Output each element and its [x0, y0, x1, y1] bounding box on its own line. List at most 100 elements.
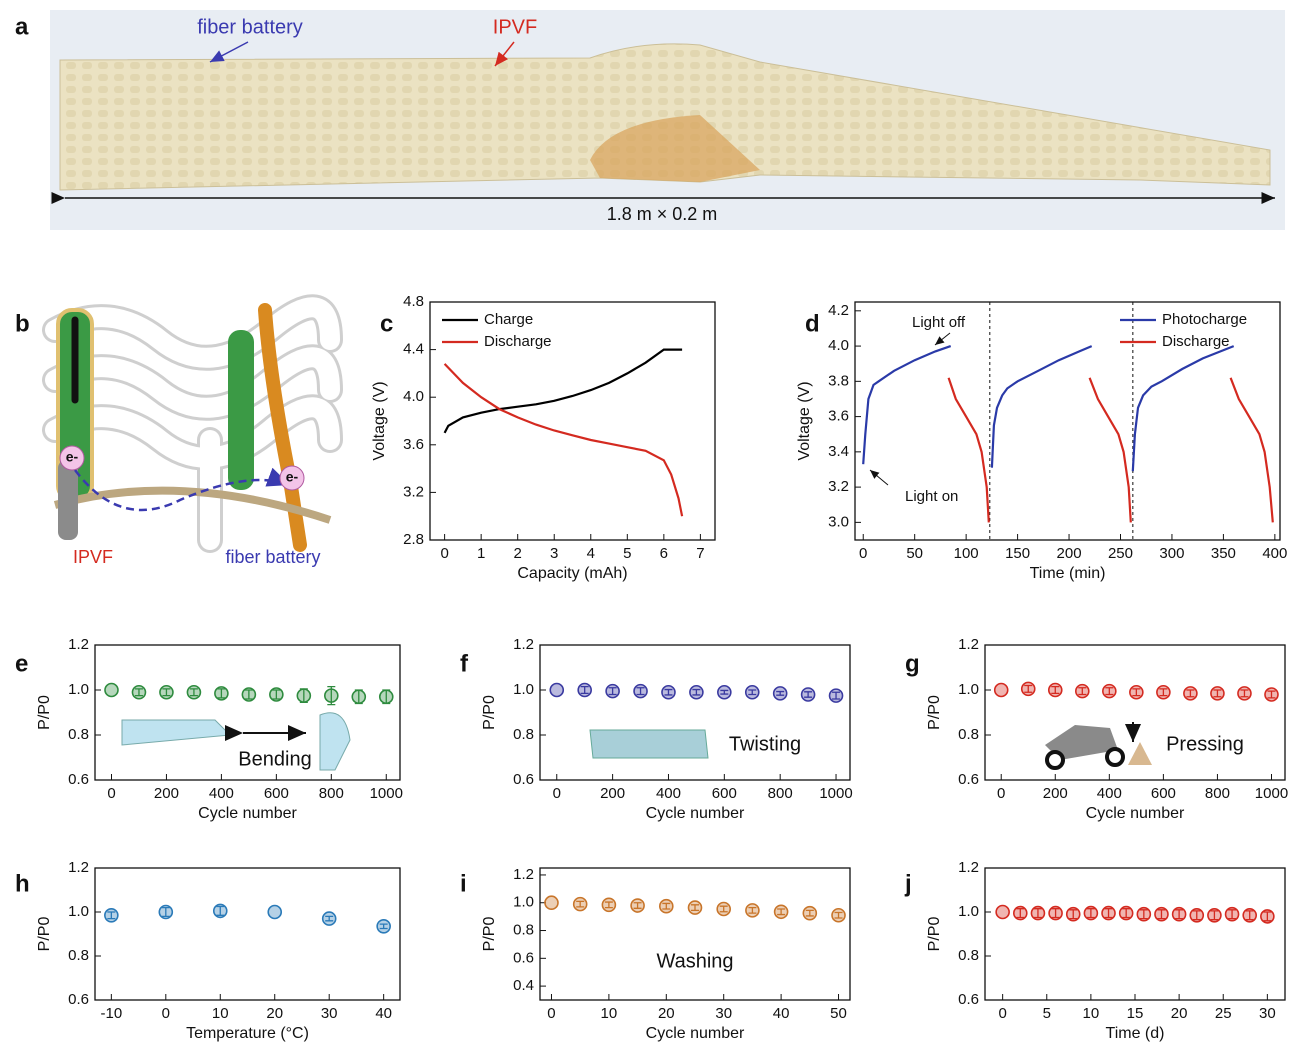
x-tick-label: 5 — [1043, 1005, 1051, 1022]
y-tick-label: 1.2 — [68, 636, 89, 653]
y-tick-label: 1.2 — [68, 859, 89, 876]
x-tick-label: 10 — [212, 1005, 229, 1022]
data-line — [949, 378, 1273, 523]
x-tick-label: 600 — [712, 785, 737, 802]
y-tick-label: 3.2 — [828, 478, 849, 495]
plot-frame — [95, 868, 400, 1000]
y-tick-label: 3.2 — [403, 483, 424, 500]
x-tick-label: 350 — [1211, 545, 1236, 562]
x-tick-label: 600 — [1151, 785, 1176, 802]
x-tick-label: 20 — [1171, 1005, 1188, 1022]
x-tick-label: 15 — [1127, 1005, 1144, 1022]
x-axis-label: Cycle number — [646, 1025, 745, 1042]
x-tick-label: 40 — [375, 1005, 392, 1022]
x-tick-label: 200 — [1057, 545, 1082, 562]
plot-frame — [540, 645, 850, 780]
photo-label: IPVF — [493, 16, 537, 38]
annotation: Washing — [656, 950, 733, 972]
annotation: Bending — [238, 748, 311, 770]
x-tick-label: 40 — [773, 1005, 790, 1022]
x-tick-label: 800 — [1205, 785, 1230, 802]
diagram-label: fiber battery — [225, 547, 320, 567]
panel-label: c — [380, 310, 393, 337]
y-tick-label: 4.8 — [403, 293, 424, 310]
panel-label: b — [15, 310, 30, 337]
x-tick-label: 200 — [154, 785, 179, 802]
x-tick-label: 4 — [587, 545, 595, 562]
annotation: Pressing — [1166, 733, 1244, 755]
x-tick-label: 100 — [954, 545, 979, 562]
y-tick-label: 4.0 — [828, 337, 849, 354]
x-tick-label: 0 — [547, 1005, 555, 1022]
y-tick-label: 0.6 — [513, 949, 534, 966]
x-tick-label: 800 — [319, 785, 344, 802]
y-tick-label: 1.0 — [68, 681, 89, 698]
x-tick-label: -10 — [100, 1005, 122, 1022]
legend-label: Charge — [484, 311, 533, 328]
legend-label: Discharge — [1162, 333, 1230, 350]
y-tick-label: 1.2 — [513, 866, 534, 883]
x-tick-label: 300 — [1159, 545, 1184, 562]
x-tick-label: 3 — [550, 545, 558, 562]
panel-label: g — [905, 650, 920, 677]
y-tick-label: 4.4 — [403, 341, 424, 358]
x-tick-label: 10 — [1083, 1005, 1100, 1022]
data-point — [268, 906, 281, 919]
x-tick-label: 30 — [321, 1005, 338, 1022]
annotation-arrow — [870, 470, 888, 485]
x-tick-label: 50 — [906, 545, 923, 562]
x-tick-label: 400 — [209, 785, 234, 802]
y-tick-label: 3.8 — [828, 372, 849, 389]
panel-label: a — [15, 13, 29, 40]
data-point — [545, 896, 558, 909]
x-tick-label: 25 — [1215, 1005, 1232, 1022]
x-tick-label: 0 — [998, 1005, 1006, 1022]
diagram-label: IPVF — [73, 547, 113, 567]
y-tick-label: 0.8 — [958, 947, 979, 964]
x-tick-label: 0 — [440, 545, 448, 562]
y-axis-label: P/P0 — [481, 695, 498, 730]
x-tick-label: 0 — [107, 785, 115, 802]
x-axis-label: Cycle number — [198, 805, 297, 822]
x-tick-label: 30 — [1259, 1005, 1276, 1022]
x-axis-label: Time (d) — [1106, 1025, 1165, 1042]
x-tick-label: 800 — [768, 785, 793, 802]
x-axis-label: Capacity (mAh) — [517, 565, 627, 582]
x-tick-label: 1000 — [370, 785, 403, 802]
plot-frame — [540, 868, 850, 1000]
y-axis-label: Voltage (V) — [371, 381, 388, 460]
x-tick-label: 50 — [830, 1005, 847, 1022]
x-tick-label: 30 — [715, 1005, 732, 1022]
x-tick-label: 10 — [601, 1005, 618, 1022]
x-tick-label: 0 — [553, 785, 561, 802]
x-tick-label: 200 — [600, 785, 625, 802]
y-tick-label: 0.8 — [68, 726, 89, 743]
data-point — [996, 906, 1009, 919]
y-tick-label: 0.8 — [513, 921, 534, 938]
x-tick-label: 2 — [514, 545, 522, 562]
y-tick-label: 1.0 — [958, 903, 979, 920]
legend-label: Discharge — [484, 333, 552, 350]
y-tick-label: 4.0 — [403, 388, 424, 405]
y-tick-label: 1.0 — [513, 894, 534, 911]
y-tick-label: 3.0 — [828, 513, 849, 530]
x-tick-label: 0 — [997, 785, 1005, 802]
x-axis-label: Cycle number — [1086, 805, 1185, 822]
data-point — [105, 684, 118, 697]
figure: fiber battery IPVF 1.8 m × 0.2 m e- e- I — [0, 0, 1293, 1057]
panel-label: d — [805, 310, 820, 337]
y-tick-label: 2.8 — [403, 531, 424, 548]
y-tick-label: 4.2 — [828, 302, 849, 319]
annotation: Light off — [912, 314, 966, 331]
y-axis-label: P/P0 — [36, 917, 53, 952]
x-axis-label: Cycle number — [646, 805, 745, 822]
x-axis-label: Temperature (°C) — [186, 1025, 309, 1042]
data-line — [863, 346, 1233, 471]
y-axis-label: Voltage (V) — [796, 381, 813, 460]
x-tick-label: 600 — [264, 785, 289, 802]
data-line — [445, 350, 682, 433]
y-tick-label: 3.6 — [828, 408, 849, 425]
annotation: Light on — [905, 488, 958, 505]
panel-label: j — [904, 870, 912, 897]
diagram-b: e- e- IPVF fiber battery — [50, 300, 330, 567]
